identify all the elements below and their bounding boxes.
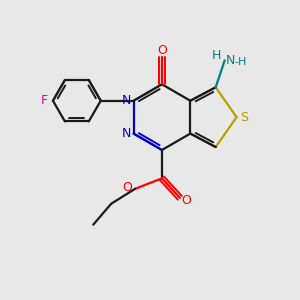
Text: N: N	[122, 94, 131, 107]
Text: F: F	[41, 94, 48, 107]
Text: -H: -H	[235, 57, 247, 67]
Text: N: N	[225, 54, 235, 67]
Text: H: H	[212, 50, 221, 62]
Text: O: O	[123, 181, 133, 194]
Text: S: S	[240, 111, 248, 124]
Text: O: O	[182, 194, 191, 207]
Text: N: N	[122, 127, 131, 140]
Text: O: O	[157, 44, 167, 57]
